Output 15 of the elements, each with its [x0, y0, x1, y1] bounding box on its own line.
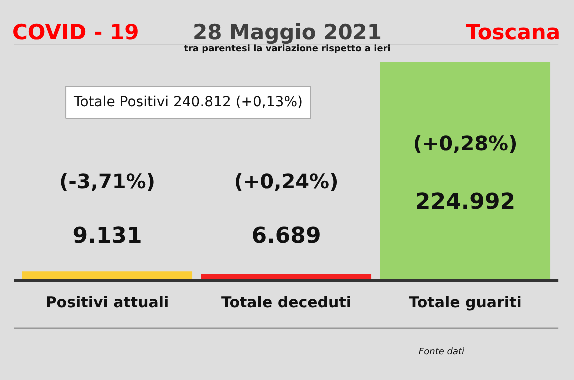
text: COVID - 19 [12, 20, 140, 44]
x-tick-label: Positivi attuali [46, 294, 170, 312]
data-label: 224.992 [415, 190, 516, 215]
chart-title: 28 Maggio 2021 [192, 20, 382, 44]
annotation: Totale Positivi 240.812 (+0,13%) [73, 94, 303, 110]
annotation: (+0,28%) [413, 132, 518, 156]
annotation: (+0,24%) [234, 170, 339, 194]
x-tick-label: Totale guariti [409, 294, 522, 312]
x-tick-label: Totale deceduti [221, 294, 352, 312]
text: Toscana [466, 20, 560, 44]
chart-subtitle: tra parentesi la variazione rispetto a ieri [184, 44, 391, 54]
source-note: Fonte dati [418, 348, 465, 358]
data-label: 9.131 [72, 224, 142, 249]
annotation: (-3,71%) [60, 170, 156, 194]
data-label: 6.689 [252, 224, 322, 249]
